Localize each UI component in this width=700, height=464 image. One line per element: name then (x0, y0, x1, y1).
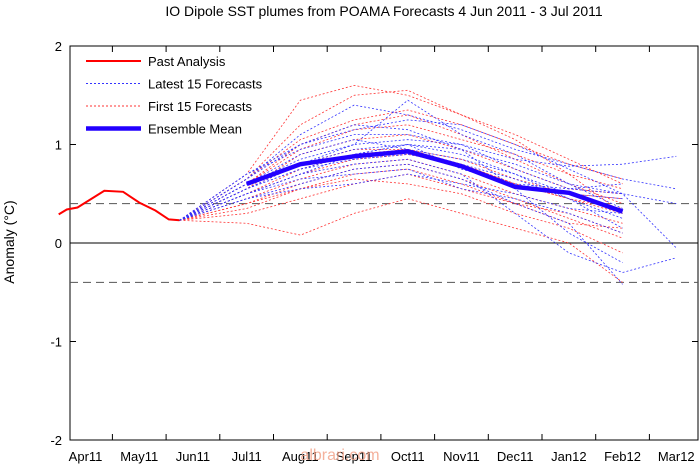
y-axis-label: Anomaly (°C) (1, 200, 17, 283)
legend-label: Latest 15 Forecasts (148, 77, 263, 92)
past-analysis-layer (58, 189, 180, 222)
first-forecast-line (179, 198, 623, 283)
first-forecast-line (179, 124, 623, 221)
latest-forecast-line (179, 144, 623, 221)
y-tick-label: 0 (55, 236, 62, 251)
latest-forecast-plumes (179, 99, 677, 285)
legend-label: Ensemble Mean (148, 122, 242, 137)
latest-forecast-line (179, 173, 623, 221)
ensemble-mean-layer (245, 149, 624, 214)
latest-forecast-line (179, 119, 677, 249)
latest-forecast-line (179, 104, 677, 221)
x-tick-label: May11 (120, 449, 158, 464)
y-axis-ticks: -2 -1 0 1 2 (50, 39, 698, 448)
ensemble-mean-line (245, 149, 624, 214)
x-tick-label: Aug11 (282, 449, 319, 464)
latest-forecast-line (179, 144, 623, 221)
latest-forecast-line (179, 134, 623, 221)
y-tick-label: -1 (50, 335, 62, 350)
latest-forecast-line (179, 168, 623, 234)
legend-label: First 15 Forecasts (148, 99, 253, 114)
past-analysis-line (58, 189, 180, 222)
x-tick-label: Mar12 (658, 449, 695, 464)
watermark-text: albrari.com (300, 447, 379, 464)
x-tick-label: Sep11 (336, 449, 373, 464)
x-axis-ticks: Apr11 May11 Jun11 Jul11 Aug11 Sep11 Oct11 Nov11… (69, 46, 695, 464)
first-forecast-line (179, 134, 623, 221)
first-forecast-line (179, 163, 623, 239)
x-tick-label: Oct11 (391, 449, 425, 464)
x-tick-label: Jan12 (551, 449, 586, 464)
y-tick-label: -2 (50, 433, 62, 448)
x-tick-label: Dec11 (497, 449, 534, 464)
first-forecast-plumes (179, 84, 623, 283)
first-forecast-line (179, 178, 623, 254)
first-forecast-line (179, 114, 623, 221)
latest-forecast-line (179, 144, 677, 221)
x-tick-label: Jul11 (232, 449, 262, 464)
latest-forecast-line (179, 99, 623, 221)
y-tick-label: 2 (55, 39, 62, 54)
x-tick-label: Nov11 (443, 449, 480, 464)
latest-forecast-line (179, 139, 677, 221)
chart-title: IO Dipole SST plumes from POAMA Forecast… (165, 3, 603, 19)
first-forecast-line (179, 89, 623, 221)
y-tick-label: 1 (55, 138, 62, 153)
x-tick-label: Jun11 (176, 449, 210, 464)
legend: Past Analysis Latest 15 Forecasts First 15… (86, 54, 263, 137)
legend-label: Past Analysis (148, 54, 226, 69)
latest-forecast-line (179, 124, 623, 264)
x-tick-label: Apr11 (69, 449, 103, 464)
latest-forecast-line (179, 163, 623, 285)
x-tick-label: Feb12 (604, 449, 641, 464)
